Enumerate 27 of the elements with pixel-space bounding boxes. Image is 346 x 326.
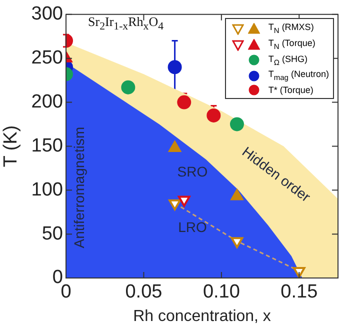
legend-label: T$_{mag}$ (Neutron): [268, 68, 329, 84]
x-axis-title: Rh concentration, x: [133, 308, 271, 325]
legend-label: T$_{N}$ (Torque): [268, 36, 316, 53]
x-tick-label: 0.05: [125, 282, 162, 303]
annotation: LRO: [178, 218, 207, 235]
y-tick-label: 200: [31, 92, 63, 112]
y-tick-label: 300: [31, 4, 63, 25]
series-label: Antiferromagnetism: [70, 126, 87, 248]
legend-label: T$_{Ω}$ (SHG): [268, 52, 308, 68]
chart-title: Sr$_{2}$Ir$_{1-x}$Rh$_{x}$O$_{4}$: [88, 14, 164, 33]
y-tick-label: 50: [42, 223, 63, 244]
point: [230, 117, 244, 132]
point: [230, 237, 244, 248]
point: [206, 108, 221, 122]
point: [168, 199, 181, 210]
point: [177, 95, 192, 110]
point: [178, 196, 190, 207]
y-tick-label: 150: [31, 135, 63, 156]
y-tick-label: 250: [31, 48, 63, 69]
y-tick-label: 0: [52, 267, 63, 288]
annotation: SRO: [177, 163, 208, 180]
y-tick-label: 100: [31, 179, 63, 200]
x-tick-label: 0.15: [280, 282, 318, 303]
legend-label: T* (Torque): [268, 84, 314, 96]
legend-label: T$_{N}$ (RMXS): [268, 21, 314, 37]
y-axis-title: T (K): [0, 125, 22, 168]
x-tick-label: 0.10: [202, 282, 240, 303]
